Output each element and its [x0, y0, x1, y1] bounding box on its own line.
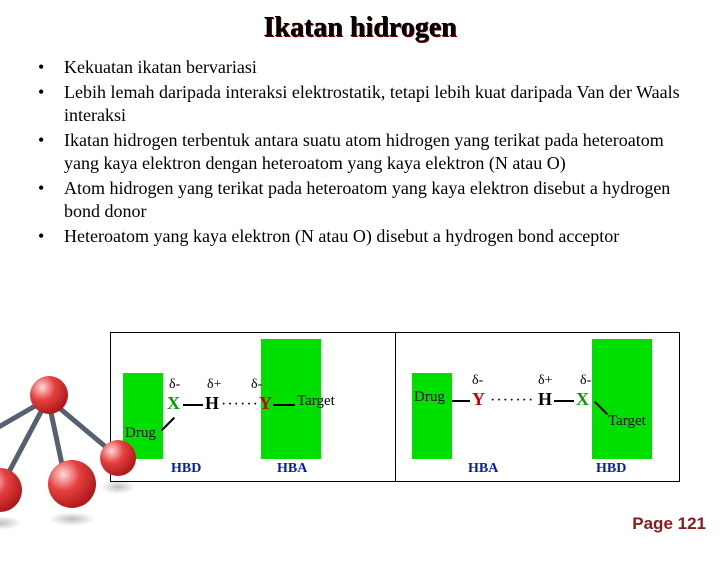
- atom-h: H: [538, 389, 552, 410]
- delta-label: δ-: [472, 373, 483, 389]
- slide-title: Ikatan hidrogen: [0, 0, 720, 52]
- list-item: • Atom hidrogen yang terikat pada hetero…: [38, 177, 702, 223]
- bond-line: [554, 400, 574, 402]
- bullet-list: • Kekuatan ikatan bervariasi • Lebih lem…: [0, 52, 720, 248]
- hbd-label: HBD: [596, 461, 626, 477]
- green-box-right-b: [592, 339, 652, 459]
- bond-line: [452, 400, 470, 402]
- bullet-icon: •: [38, 56, 64, 79]
- bullet-text: Kekuatan ikatan bervariasi: [64, 56, 702, 79]
- hbond-dots: ······: [221, 401, 259, 409]
- bullet-text: Lebih lemah daripada interaksi elektrost…: [64, 81, 702, 127]
- diagram-right-panel: δ- δ+ δ- Drug Y ······· H X Target HBA H…: [395, 332, 680, 482]
- page-number: Page 121: [632, 514, 706, 534]
- molecule-decoration: [0, 340, 170, 570]
- bullet-text: Heteroatom yang kaya elektron (N atau O)…: [64, 225, 702, 248]
- bullet-icon: •: [38, 81, 64, 127]
- hbd-label: HBD: [171, 461, 201, 477]
- drug-label: Drug: [414, 389, 445, 406]
- green-box-right-a: [412, 373, 452, 459]
- atom-y: Y: [259, 393, 272, 414]
- bullet-icon: •: [38, 225, 64, 248]
- hba-label: HBA: [468, 461, 498, 477]
- bullet-icon: •: [38, 129, 64, 175]
- hba-label: HBA: [277, 461, 307, 477]
- bullet-text: Ikatan hidrogen terbentuk antara suatu a…: [64, 129, 702, 175]
- delta-label: δ+: [538, 373, 553, 389]
- list-item: • Lebih lemah daripada interaksi elektro…: [38, 81, 702, 127]
- atom-h: H: [205, 393, 219, 414]
- delta-label: δ-: [580, 373, 591, 389]
- hbond-dots: ·······: [490, 397, 534, 405]
- bullet-icon: •: [38, 177, 64, 223]
- hbond-diagram: δ- δ+ δ- X H ······ Y Drug Target HBD HB…: [110, 332, 680, 482]
- delta-label: δ-: [251, 377, 262, 393]
- bond-line: [183, 404, 203, 406]
- target-label: Target: [608, 413, 646, 430]
- list-item: • Kekuatan ikatan bervariasi: [38, 56, 702, 79]
- delta-label: δ+: [207, 377, 222, 393]
- bullet-text: Atom hidrogen yang terikat pada heteroat…: [64, 177, 702, 223]
- list-item: • Ikatan hidrogen terbentuk antara suatu…: [38, 129, 702, 175]
- delta-label: δ-: [169, 377, 180, 393]
- target-label: Target: [297, 393, 335, 410]
- list-item: • Heteroatom yang kaya elektron (N atau …: [38, 225, 702, 248]
- bond-line: [273, 404, 295, 406]
- atom-y: Y: [472, 389, 485, 410]
- atom-x: X: [576, 389, 589, 410]
